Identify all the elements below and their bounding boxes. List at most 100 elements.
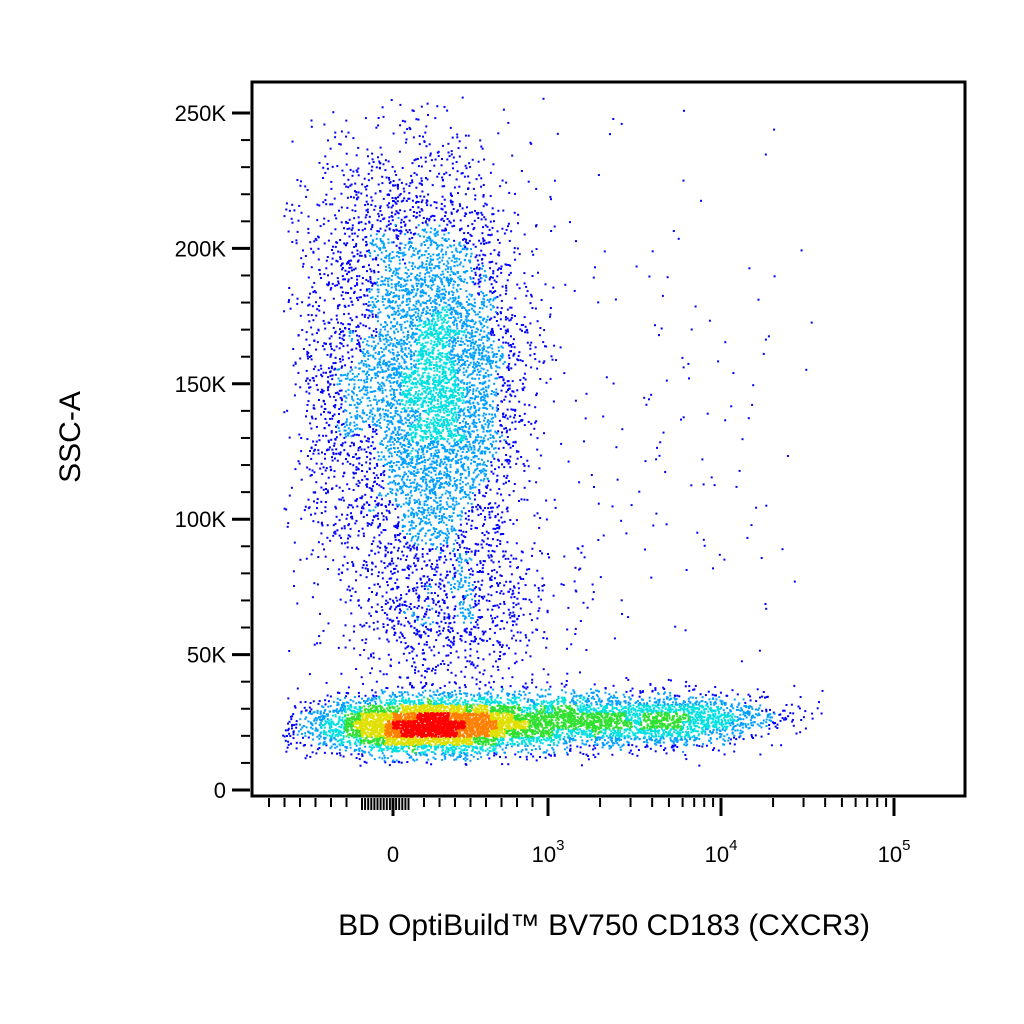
- event-point: [398, 247, 401, 250]
- event-point: [400, 641, 403, 644]
- event-point: [455, 497, 458, 500]
- event-point: [556, 744, 559, 747]
- event-point: [466, 295, 469, 298]
- event-point: [501, 434, 503, 437]
- event-point: [361, 625, 364, 628]
- event-point: [480, 290, 483, 293]
- event-point: [702, 743, 705, 746]
- event-point: [470, 303, 472, 306]
- event-point: [744, 722, 747, 725]
- event-point: [361, 464, 363, 467]
- event-point: [331, 282, 334, 285]
- event-point: [356, 343, 359, 345]
- event-point: [474, 198, 477, 201]
- event-point: [372, 515, 375, 518]
- event-point: [291, 241, 294, 243]
- event-point: [542, 668, 545, 671]
- event-point: [456, 468, 459, 471]
- event-point: [425, 145, 428, 148]
- event-point: [387, 160, 390, 163]
- event-point: [502, 341, 505, 344]
- event-point: [337, 282, 340, 285]
- event-point: [456, 557, 459, 560]
- event-point: [310, 457, 313, 460]
- event-point: [346, 452, 349, 455]
- event-point: [486, 639, 489, 642]
- event-point: [408, 184, 411, 187]
- event-point: [503, 475, 506, 478]
- event-point: [496, 366, 499, 369]
- event-point: [356, 413, 359, 416]
- event-point: [329, 147, 332, 150]
- event-point: [452, 208, 455, 210]
- event-point: [434, 669, 437, 672]
- event-point: [339, 358, 341, 360]
- event-point: [443, 684, 446, 687]
- event-point: [585, 692, 588, 695]
- event-point: [474, 486, 477, 489]
- event-point: [471, 588, 474, 591]
- event-point: [381, 690, 384, 693]
- event-point: [595, 693, 598, 696]
- event-point: [467, 474, 470, 477]
- event-point: [398, 695, 401, 698]
- event-point: [338, 333, 341, 336]
- event-point: [398, 230, 401, 232]
- event-point: [821, 689, 824, 692]
- event-point: [444, 555, 446, 558]
- event-point: [378, 351, 381, 354]
- event-point: [508, 693, 511, 695]
- event-point: [315, 481, 318, 484]
- event-point: [377, 386, 380, 388]
- event-point: [375, 592, 378, 595]
- event-point: [355, 423, 358, 426]
- event-point: [349, 370, 352, 373]
- event-point: [353, 433, 356, 436]
- event-point: [464, 309, 467, 312]
- event-point: [307, 507, 310, 510]
- event-point: [562, 583, 565, 586]
- event-point: [503, 439, 506, 442]
- event-point: [438, 515, 441, 517]
- event-point: [650, 576, 653, 579]
- event-point: [453, 527, 456, 530]
- event-point: [459, 261, 462, 264]
- event-point: [358, 275, 361, 278]
- event-point: [621, 613, 623, 615]
- event-point: [470, 633, 472, 636]
- event-point: [392, 469, 395, 472]
- event-point: [342, 323, 345, 326]
- event-point: [484, 474, 487, 477]
- event-point: [311, 733, 314, 736]
- event-point: [503, 382, 506, 385]
- event-point: [760, 735, 763, 738]
- event-point: [423, 195, 426, 198]
- event-point: [477, 514, 480, 517]
- event-point: [389, 189, 392, 192]
- event-point: [396, 268, 399, 271]
- event-point: [335, 431, 338, 434]
- event-point: [371, 441, 374, 444]
- event-point: [458, 602, 461, 604]
- event-point: [307, 227, 310, 230]
- event-point: [501, 356, 504, 359]
- event-point: [482, 673, 485, 676]
- event-point: [491, 390, 493, 393]
- event-point: [477, 657, 480, 659]
- event-point: [453, 555, 456, 558]
- event-point: [453, 568, 456, 571]
- event-point: [412, 215, 415, 217]
- event-point: [391, 441, 394, 444]
- event-point: [441, 598, 444, 601]
- event-point: [470, 269, 473, 272]
- event-point: [345, 262, 348, 265]
- event-point: [362, 409, 364, 412]
- event-point: [407, 693, 410, 696]
- event-point: [427, 522, 430, 525]
- event-point: [383, 470, 386, 473]
- event-point: [372, 472, 375, 475]
- event-point: [368, 249, 370, 252]
- event-point: [750, 524, 753, 527]
- event-point: [439, 663, 442, 665]
- event-point: [368, 424, 371, 426]
